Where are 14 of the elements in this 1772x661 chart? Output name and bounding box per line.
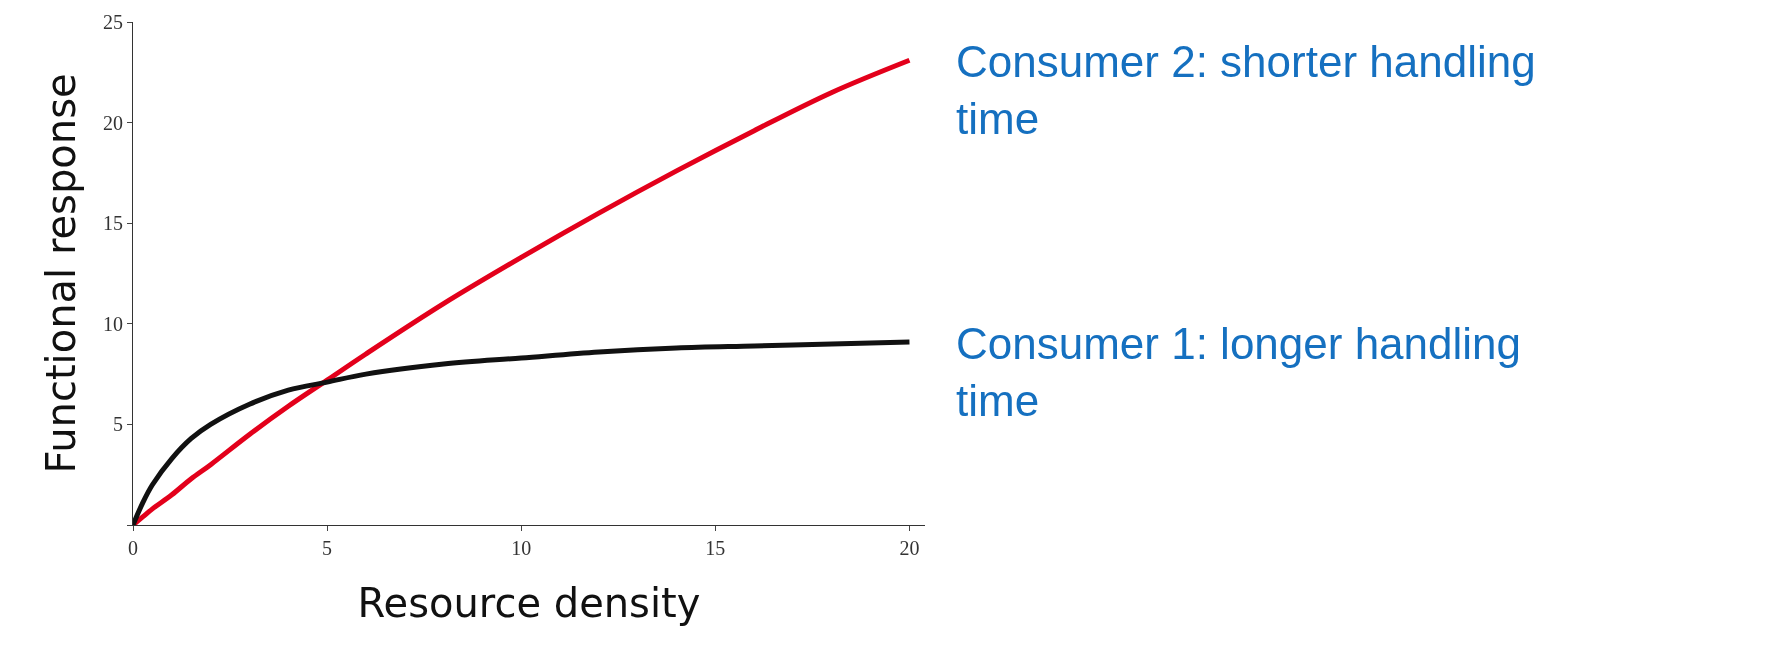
x-tick-label: 0: [128, 537, 138, 559]
x-tick-label: 15: [705, 537, 726, 559]
annotation: Consumer 2: shorter handling time: [956, 37, 1536, 144]
y-tick-label: 25: [103, 11, 123, 33]
x-axis-title: Resource density: [357, 579, 701, 626]
y-tick-label: 5: [113, 413, 123, 436]
x-tick-label: 5: [322, 537, 333, 559]
x-tick-label: 10: [511, 537, 532, 559]
x-tick-label: 20: [899, 537, 920, 559]
y-tick-label: 10: [103, 312, 123, 335]
y-axis-title: Functional response: [37, 73, 84, 474]
y-tick-label: 15: [103, 212, 123, 235]
annotation: Consumer 1: longer handling time: [956, 319, 1522, 426]
y-tick-label: 20: [103, 111, 123, 134]
